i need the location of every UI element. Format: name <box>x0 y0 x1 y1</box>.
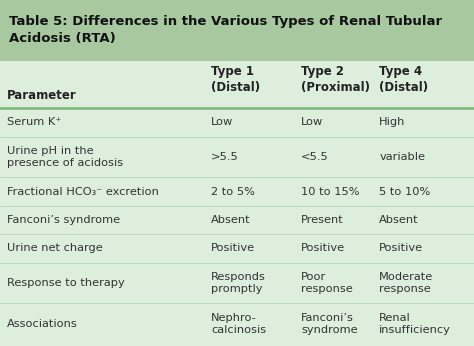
Text: Positive: Positive <box>211 244 255 253</box>
Text: 10 to 15%: 10 to 15% <box>301 187 359 197</box>
Text: Type 2
(Proximal): Type 2 (Proximal) <box>301 65 370 94</box>
Text: Type 1
(Distal): Type 1 (Distal) <box>211 65 260 94</box>
Text: 5 to 10%: 5 to 10% <box>379 187 430 197</box>
Text: Fanconi’s syndrome: Fanconi’s syndrome <box>7 215 120 225</box>
Text: Fractional HCO₃⁻ excretion: Fractional HCO₃⁻ excretion <box>7 187 159 197</box>
Text: Fanconi’s
syndrome: Fanconi’s syndrome <box>301 313 357 335</box>
Text: >5.5: >5.5 <box>211 152 239 162</box>
Text: <5.5: <5.5 <box>301 152 329 162</box>
Text: Low: Low <box>301 118 323 127</box>
Text: 2 to 5%: 2 to 5% <box>211 187 255 197</box>
Text: Response to therapy: Response to therapy <box>7 278 125 288</box>
Text: Nephro-
calcinosis: Nephro- calcinosis <box>211 313 266 335</box>
FancyBboxPatch shape <box>0 0 474 61</box>
Text: Urine net charge: Urine net charge <box>7 244 103 253</box>
Text: Parameter: Parameter <box>7 89 77 102</box>
Text: Low: Low <box>211 118 233 127</box>
Text: Responds
promptly: Responds promptly <box>211 272 266 294</box>
Text: variable: variable <box>379 152 425 162</box>
Text: Positive: Positive <box>379 244 423 253</box>
Text: Moderate
response: Moderate response <box>379 272 433 294</box>
Text: Renal
insufficiency: Renal insufficiency <box>379 313 451 335</box>
Text: Present: Present <box>301 215 344 225</box>
Text: Serum K⁺: Serum K⁺ <box>7 118 62 127</box>
Text: Absent: Absent <box>379 215 419 225</box>
Text: Type 4
(Distal): Type 4 (Distal) <box>379 65 428 94</box>
Text: Urine pH in the
presence of acidosis: Urine pH in the presence of acidosis <box>7 146 123 168</box>
Text: Poor
response: Poor response <box>301 272 353 294</box>
Text: Associations: Associations <box>7 319 78 329</box>
Text: Absent: Absent <box>211 215 251 225</box>
Text: Positive: Positive <box>301 244 345 253</box>
Text: Table 5: Differences in the Various Types of Renal Tubular
Acidosis (RTA): Table 5: Differences in the Various Type… <box>9 15 443 45</box>
Text: High: High <box>379 118 406 127</box>
